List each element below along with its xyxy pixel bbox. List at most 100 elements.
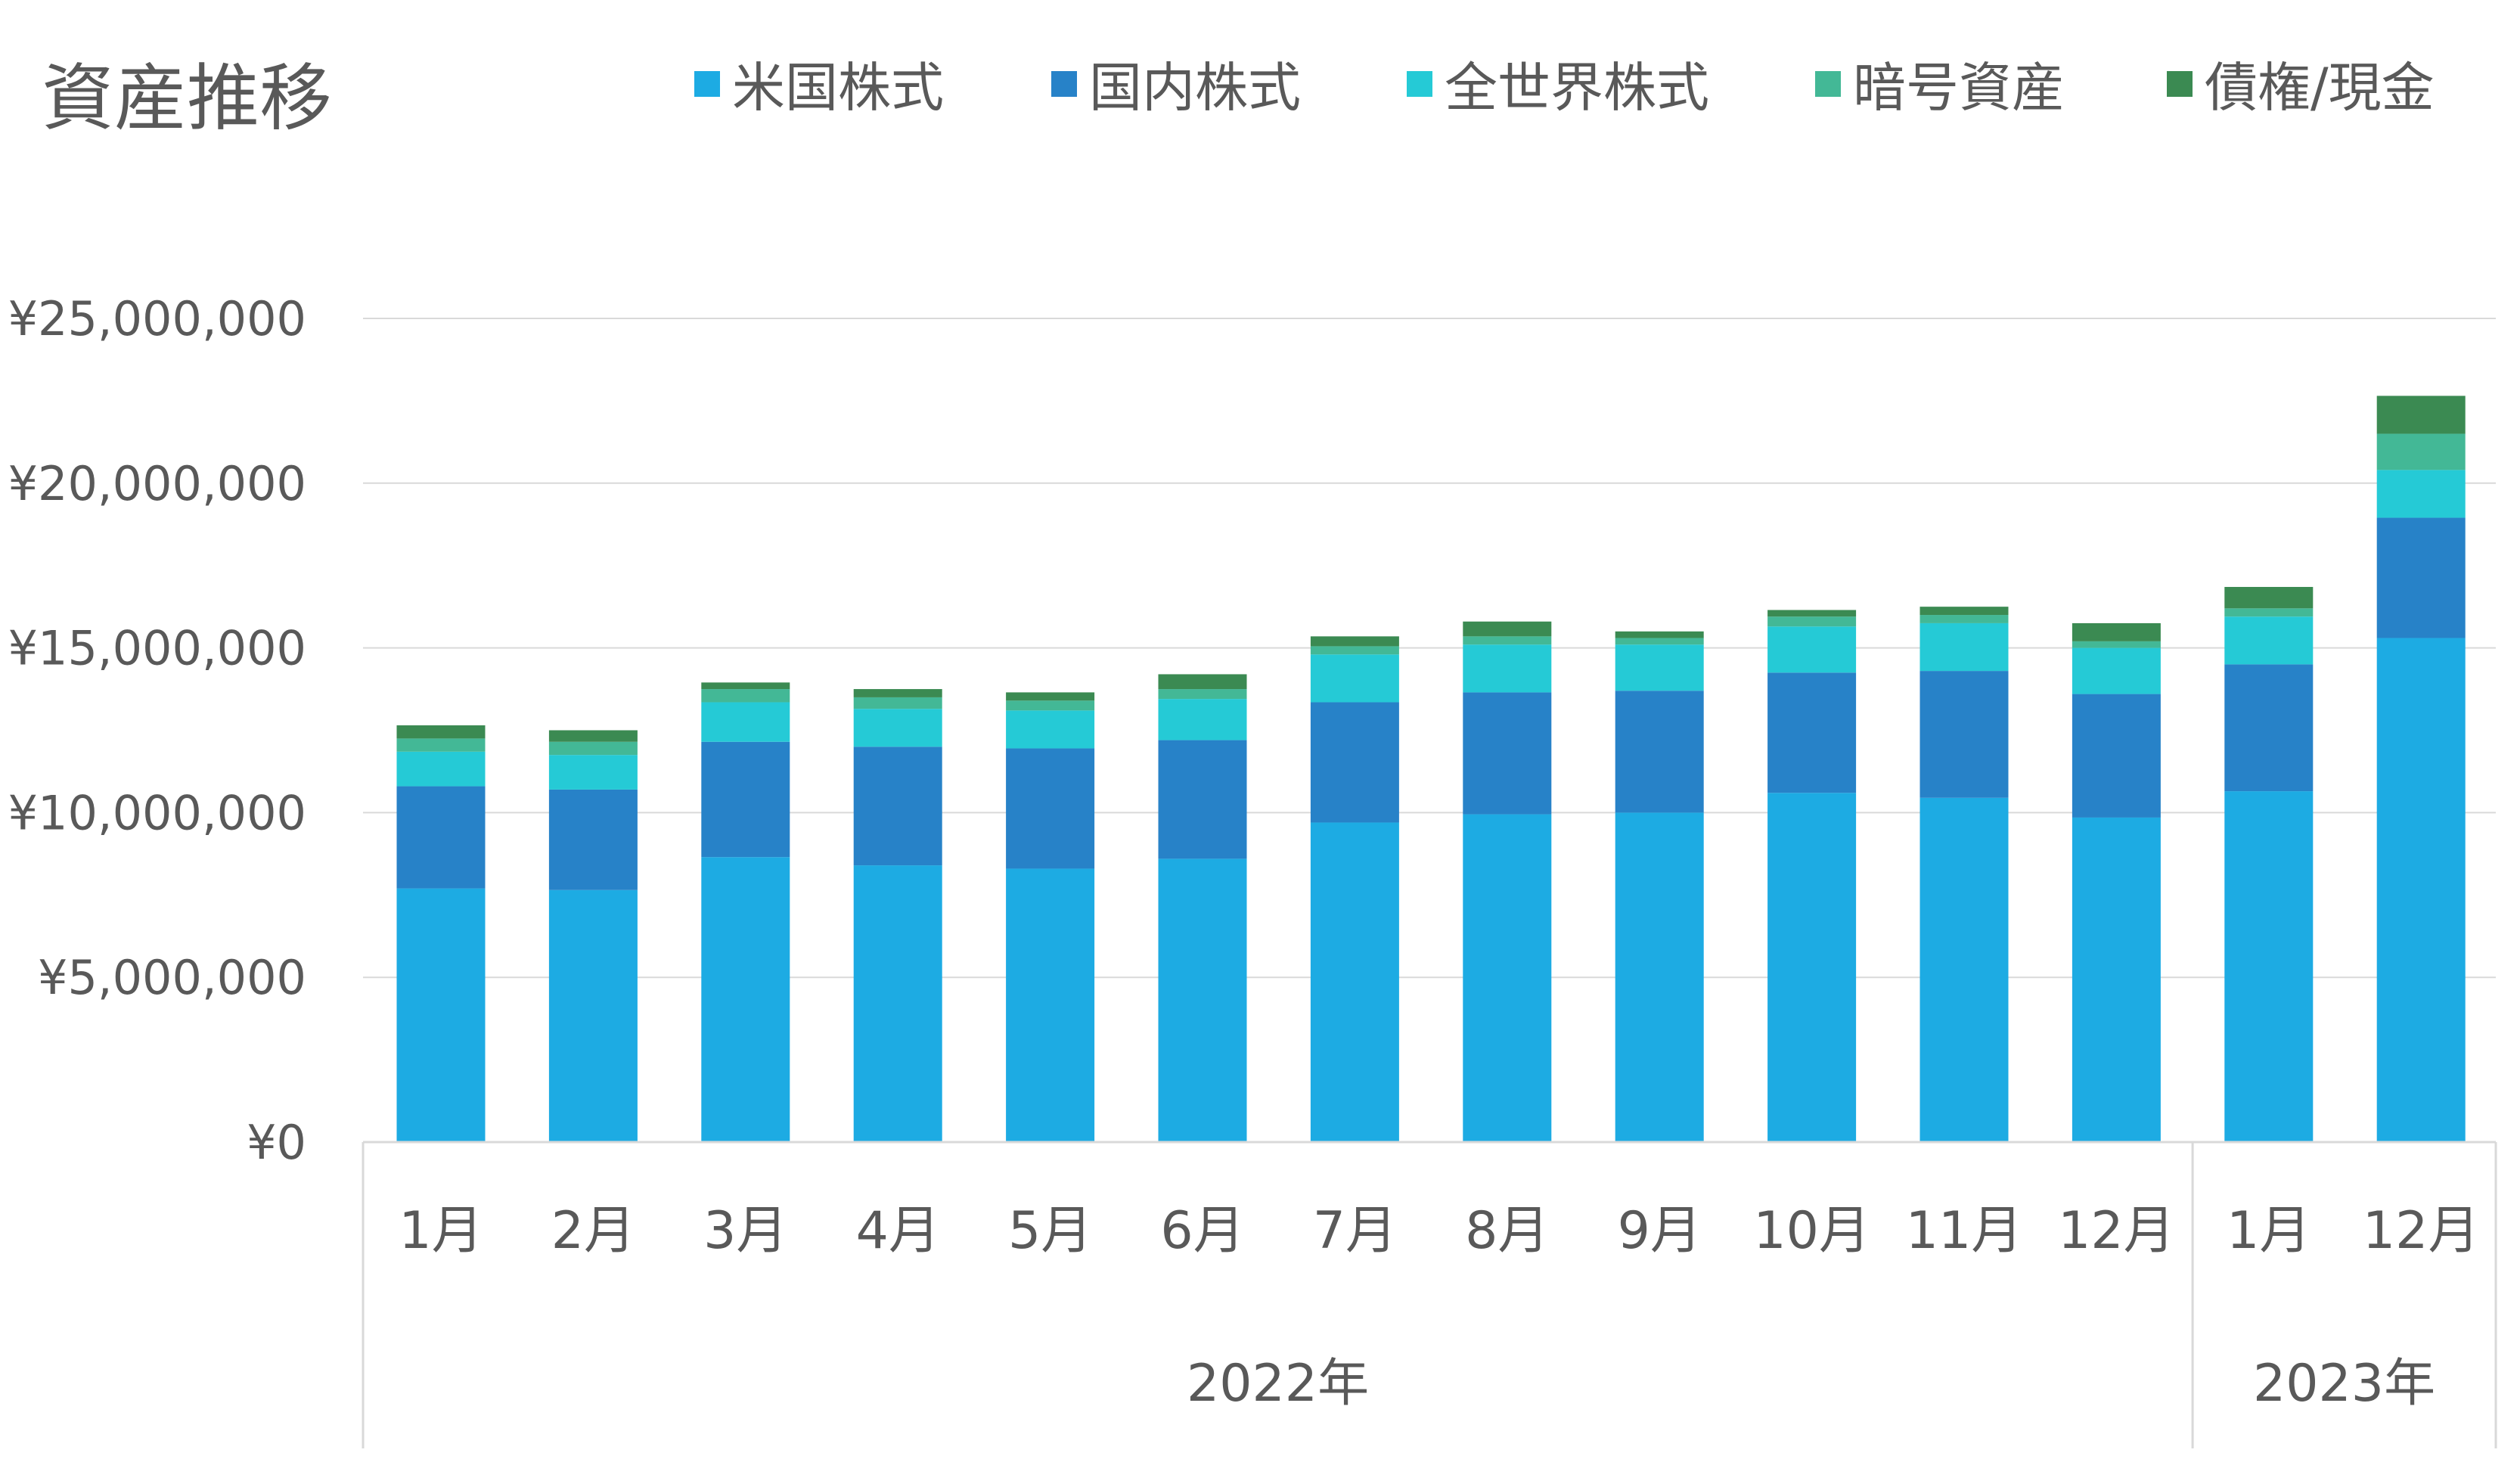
bar-segment-2 bbox=[2376, 517, 2466, 638]
bar-segment-5 bbox=[1006, 692, 1095, 701]
legend-label: 暗号資産 bbox=[1853, 57, 2065, 119]
bar-segment-1 bbox=[2072, 817, 2161, 1142]
bar-segment-5 bbox=[853, 689, 942, 697]
bar-segment-1 bbox=[1006, 868, 1095, 1142]
chart-title: 資産推移 bbox=[42, 56, 332, 141]
bar-segment-3 bbox=[1006, 710, 1095, 749]
x-tick-label: 7月 bbox=[1313, 1201, 1397, 1261]
legend-swatch bbox=[694, 70, 720, 97]
x-tick-label: 4月 bbox=[856, 1201, 940, 1261]
bar-segment-1 bbox=[2376, 638, 2466, 1142]
bar-segment-3 bbox=[396, 751, 486, 787]
bar-segment-4 bbox=[548, 741, 638, 756]
legend-item: 全世界株式 bbox=[1407, 45, 1709, 122]
bar-segment-4 bbox=[1919, 615, 2009, 623]
bar-segment-5 bbox=[1919, 607, 2009, 616]
bar-segment-2 bbox=[701, 741, 790, 858]
bar-segment-3 bbox=[853, 709, 942, 747]
bar-segment-3 bbox=[2376, 470, 2466, 518]
bar-segment-5 bbox=[2072, 622, 2161, 641]
legend-swatch bbox=[1815, 70, 1841, 97]
bar-segment-2 bbox=[2072, 694, 2161, 818]
legend-swatch bbox=[1051, 70, 1077, 97]
x-tick-label: 11月 bbox=[1906, 1201, 2023, 1261]
bar-segment-4 bbox=[1158, 689, 1247, 700]
bar-segment-5 bbox=[701, 682, 790, 690]
bar-segment-1 bbox=[1767, 793, 1857, 1142]
x-tick-label: 9月 bbox=[1618, 1201, 1702, 1261]
bar-segment-5 bbox=[1615, 631, 1704, 638]
bar-segment-4 bbox=[1006, 700, 1095, 711]
x-group-label: 2023年 bbox=[2253, 1354, 2435, 1414]
x-tick-label: 12月 bbox=[2058, 1201, 2175, 1261]
bar-segment-5 bbox=[1310, 636, 1399, 647]
x-tick-label: 1月 bbox=[2227, 1201, 2311, 1261]
legend-swatch bbox=[1407, 70, 1432, 97]
bar-segment-1 bbox=[396, 888, 486, 1142]
bar-segment-3 bbox=[1767, 626, 1857, 673]
bar-segment-5 bbox=[2376, 396, 2466, 434]
y-tick-label: ¥15,000,000 bbox=[8, 621, 306, 676]
legend-item: 国内株式 bbox=[1051, 45, 1301, 122]
x-tick-label: 8月 bbox=[1465, 1201, 1549, 1261]
x-tick-label: 1月 bbox=[399, 1201, 483, 1261]
bar-segment-2 bbox=[1919, 671, 2009, 798]
legend-item: 暗号資産 bbox=[1815, 45, 2065, 122]
bar-segment-4 bbox=[1463, 636, 1552, 645]
bar-segment-2 bbox=[548, 789, 638, 890]
bar-segment-1 bbox=[853, 865, 942, 1142]
bar-segment-3 bbox=[701, 702, 790, 742]
legend-label: 国内株式 bbox=[1089, 57, 1301, 119]
bar-segment-3 bbox=[1615, 644, 1704, 691]
legend-item: 債権/現金 bbox=[2167, 45, 2435, 122]
bar-segment-2 bbox=[1006, 748, 1095, 869]
legend-label: 米国株式 bbox=[732, 57, 944, 119]
bar-segment-2 bbox=[1463, 692, 1552, 815]
x-tick-label: 6月 bbox=[1160, 1201, 1244, 1261]
bar-segment-5 bbox=[396, 725, 486, 739]
bar-segment-3 bbox=[1310, 654, 1399, 703]
bar-segment-4 bbox=[2376, 433, 2466, 470]
bar-segment-5 bbox=[548, 730, 638, 742]
y-tick-label: ¥25,000,000 bbox=[8, 291, 306, 346]
x-tick-label: 5月 bbox=[1008, 1201, 1092, 1261]
bar-segment-3 bbox=[1919, 622, 2009, 672]
legend-swatch bbox=[2167, 70, 2193, 97]
bar-segment-1 bbox=[2224, 791, 2314, 1142]
x-tick-label: 2月 bbox=[551, 1201, 635, 1261]
bar-segment-1 bbox=[701, 857, 790, 1142]
bar-segment-3 bbox=[1463, 644, 1552, 693]
bar-segment-5 bbox=[1158, 674, 1247, 690]
bar-segment-2 bbox=[853, 747, 942, 866]
bar-segment-4 bbox=[853, 697, 942, 709]
bar-segment-4 bbox=[1310, 646, 1399, 655]
legend-label: 債権/現金 bbox=[2205, 57, 2435, 119]
x-group-label: 2022年 bbox=[1187, 1354, 1369, 1414]
legend-item: 米国株式 bbox=[694, 45, 944, 122]
bar-segment-3 bbox=[2072, 647, 2161, 694]
x-tick-label: 10月 bbox=[1753, 1201, 1870, 1261]
bar-segment-4 bbox=[1767, 616, 1857, 627]
bar-segment-4 bbox=[1615, 638, 1704, 645]
bar-segment-3 bbox=[2224, 616, 2314, 665]
bar-segment-4 bbox=[701, 689, 790, 703]
x-tick-label: 3月 bbox=[703, 1201, 787, 1261]
bar-segment-1 bbox=[1463, 814, 1552, 1142]
bar-segment-2 bbox=[1767, 672, 1857, 793]
bar-segment-4 bbox=[396, 738, 486, 752]
x-tick-label: 12月 bbox=[2363, 1201, 2480, 1261]
bar-segment-2 bbox=[396, 786, 486, 889]
bar-segment-1 bbox=[1919, 797, 2009, 1142]
bar-segment-2 bbox=[1615, 691, 1704, 813]
y-tick-label: ¥20,000,000 bbox=[8, 456, 306, 511]
bar-segment-2 bbox=[1158, 740, 1247, 859]
bar-segment-5 bbox=[1767, 610, 1857, 617]
bar-segment-1 bbox=[548, 889, 638, 1142]
y-tick-label: ¥0 bbox=[247, 1115, 306, 1170]
bar-segment-2 bbox=[2224, 664, 2314, 792]
bar-segment-1 bbox=[1158, 858, 1247, 1142]
bar-segment-5 bbox=[1463, 621, 1552, 637]
y-tick-label: ¥10,000,000 bbox=[8, 785, 306, 840]
